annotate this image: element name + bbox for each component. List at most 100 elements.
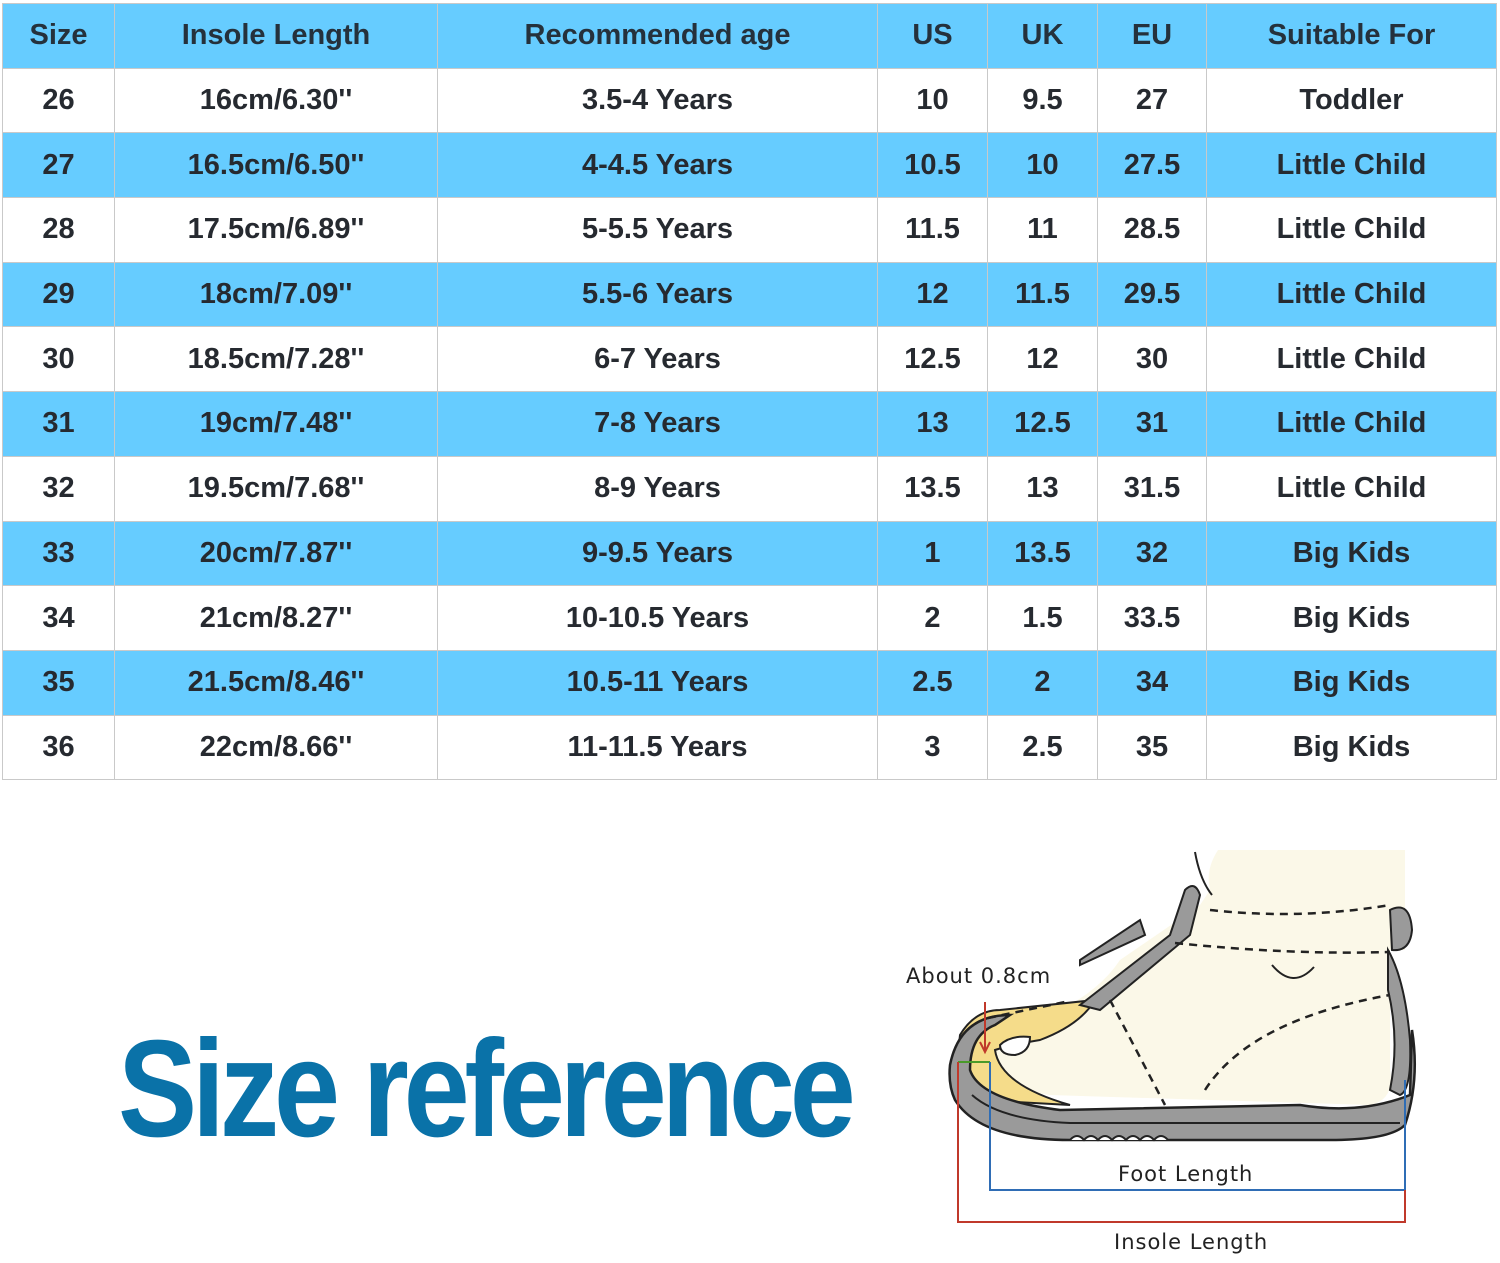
cell-insole-length: 18.5cm/7.28'' (114, 326, 438, 393)
table-row: 36 22cm/8.66'' 11-11.5 Years 3 2.5 35 Big Kids (2, 714, 1497, 781)
header-size: Size (2, 3, 115, 69)
cell-suitable-for: Little Child (1206, 132, 1497, 199)
header-us: US (877, 3, 988, 69)
cell-uk: 11.5 (987, 261, 1098, 328)
cell-recommended-age: 10.5-11 Years (437, 649, 878, 716)
table-row: 33 20cm/7.87'' 9-9.5 Years 1 13.5 32 Big Kids (2, 520, 1497, 587)
cell-us: 11.5 (877, 197, 988, 263)
table-row: 34 21cm/8.27'' 10-10.5 Years 2 1.5 33.5 Big Ki… (2, 585, 1497, 651)
cell-insole-length: 21cm/8.27'' (114, 585, 438, 651)
cell-recommended-age: 7-8 Years (437, 391, 878, 457)
size-reference-title: Size reference (118, 1012, 856, 1166)
table-row: 26 16cm/6.30'' 3.5-4 Years 10 9.5 27 Toddler (2, 67, 1497, 134)
cell-us: 13 (877, 391, 988, 457)
cell-eu: 30 (1097, 326, 1207, 393)
cell-insole-length: 16.5cm/6.50'' (114, 132, 438, 199)
cell-us: 1 (877, 520, 988, 587)
cell-recommended-age: 4-4.5 Years (437, 132, 878, 199)
cell-eu: 27 (1097, 67, 1207, 134)
cell-suitable-for: Little Child (1206, 261, 1497, 328)
foot-length-label: Foot Length (1118, 1162, 1254, 1186)
cell-eu: 29.5 (1097, 261, 1207, 328)
size-chart-table: Size Insole Length Recommended age US UK EU Su… (2, 3, 1497, 781)
cell-size: 36 (2, 714, 115, 781)
cell-us: 2.5 (877, 649, 988, 716)
cell-size: 35 (2, 649, 115, 716)
cell-recommended-age: 9-9.5 Years (437, 520, 878, 587)
cell-suitable-for: Little Child (1206, 391, 1497, 457)
table-row: 30 18.5cm/7.28'' 6-7 Years 12.5 12 30 Little C… (2, 326, 1497, 393)
cell-size: 26 (2, 67, 115, 134)
cell-size: 28 (2, 197, 115, 263)
header-eu: EU (1097, 3, 1207, 69)
cell-recommended-age: 3.5-4 Years (437, 67, 878, 134)
cell-size: 27 (2, 132, 115, 199)
table-header-row: Size Insole Length Recommended age US UK EU Su… (2, 3, 1497, 69)
cell-eu: 31 (1097, 391, 1207, 457)
cell-insole-length: 18cm/7.09'' (114, 261, 438, 328)
cell-us: 13.5 (877, 455, 988, 522)
cell-uk: 12 (987, 326, 1098, 393)
cell-size: 29 (2, 261, 115, 328)
cell-uk: 13.5 (987, 520, 1098, 587)
cell-eu: 32 (1097, 520, 1207, 587)
cell-uk: 11 (987, 197, 1098, 263)
table-row: 31 19cm/7.48'' 7-8 Years 13 12.5 31 Little Chi… (2, 391, 1497, 457)
cell-suitable-for: Big Kids (1206, 520, 1497, 587)
cell-suitable-for: Toddler (1206, 67, 1497, 134)
cell-uk: 12.5 (987, 391, 1098, 457)
cell-us: 10.5 (877, 132, 988, 199)
cell-insole-length: 19.5cm/7.68'' (114, 455, 438, 522)
cell-recommended-age: 11-11.5 Years (437, 714, 878, 781)
cell-recommended-age: 10-10.5 Years (437, 585, 878, 651)
cell-recommended-age: 8-9 Years (437, 455, 878, 522)
shoe-measurement-illustration: About 0.8cm Foot Length Insole Length (900, 840, 1460, 1258)
cell-us: 2 (877, 585, 988, 651)
cell-size: 30 (2, 326, 115, 393)
cell-insole-length: 21.5cm/8.46'' (114, 649, 438, 716)
cell-us: 3 (877, 714, 988, 781)
header-suitable-for: Suitable For (1206, 3, 1497, 69)
cell-us: 12.5 (877, 326, 988, 393)
cell-eu: 35 (1097, 714, 1207, 781)
cell-recommended-age: 5-5.5 Years (437, 197, 878, 263)
cell-us: 12 (877, 261, 988, 328)
header-uk: UK (987, 3, 1098, 69)
shoe-foot-diagram-icon (948, 850, 1416, 1223)
cell-uk: 1.5 (987, 585, 1098, 651)
cell-suitable-for: Big Kids (1206, 649, 1497, 716)
table-row: 29 18cm/7.09'' 5.5-6 Years 12 11.5 29.5 Little… (2, 261, 1497, 328)
cell-insole-length: 16cm/6.30'' (114, 67, 438, 134)
cell-size: 33 (2, 520, 115, 587)
cell-size: 32 (2, 455, 115, 522)
cell-insole-length: 19cm/7.48'' (114, 391, 438, 457)
cell-eu: 28.5 (1097, 197, 1207, 263)
cell-uk: 2.5 (987, 714, 1098, 781)
cell-size: 34 (2, 585, 115, 651)
cell-uk: 9.5 (987, 67, 1098, 134)
header-recommended-age: Recommended age (437, 3, 878, 69)
cell-size: 31 (2, 391, 115, 457)
table-row: 28 17.5cm/6.89'' 5-5.5 Years 11.5 11 28.5 Litt… (2, 197, 1497, 263)
cell-suitable-for: Little Child (1206, 455, 1497, 522)
cell-uk: 13 (987, 455, 1098, 522)
toe-gap-label: About 0.8cm (906, 964, 1052, 988)
table-row: 35 21.5cm/8.46'' 10.5-11 Years 2.5 2 34 Big Ki… (2, 649, 1497, 716)
cell-uk: 2 (987, 649, 1098, 716)
cell-insole-length: 20cm/7.87'' (114, 520, 438, 587)
cell-insole-length: 17.5cm/6.89'' (114, 197, 438, 263)
cell-recommended-age: 5.5-6 Years (437, 261, 878, 328)
header-insole-length: Insole Length (114, 3, 438, 69)
cell-uk: 10 (987, 132, 1098, 199)
table-row: 32 19.5cm/7.68'' 8-9 Years 13.5 13 31.5 Little… (2, 455, 1497, 522)
cell-eu: 27.5 (1097, 132, 1207, 199)
table-row: 27 16.5cm/6.50'' 4-4.5 Years 10.5 10 27.5 Litt… (2, 132, 1497, 199)
cell-suitable-for: Big Kids (1206, 585, 1497, 651)
cell-recommended-age: 6-7 Years (437, 326, 878, 393)
cell-us: 10 (877, 67, 988, 134)
cell-suitable-for: Big Kids (1206, 714, 1497, 781)
insole-length-label: Insole Length (1114, 1230, 1269, 1254)
cell-eu: 31.5 (1097, 455, 1207, 522)
cell-eu: 34 (1097, 649, 1207, 716)
cell-eu: 33.5 (1097, 585, 1207, 651)
